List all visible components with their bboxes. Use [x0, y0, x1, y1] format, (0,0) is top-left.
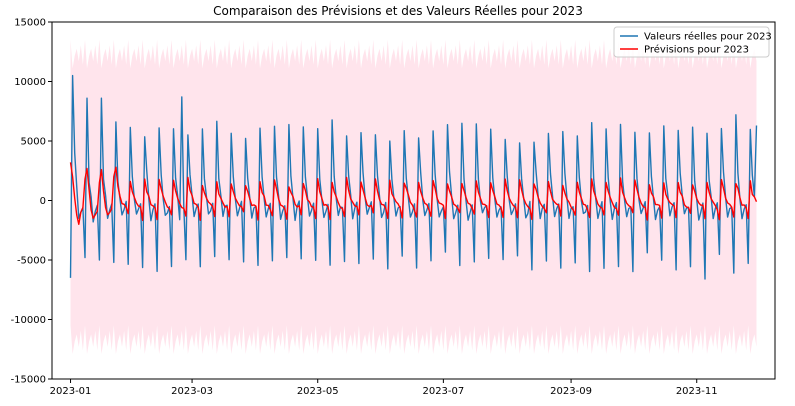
series-line-forecast — [69, 162, 758, 226]
chart-title: Comparaison des Prévisions et des Valeur… — [213, 4, 583, 18]
confidence-band — [70, 39, 757, 355]
x-tick-label: 2023-11 — [676, 386, 718, 397]
x-tick-label: 2023-01 — [50, 386, 92, 397]
y-tick-label: 0 — [40, 196, 46, 207]
series-lines-layer — [69, 74, 758, 280]
y-tick-label: -15000 — [11, 375, 46, 386]
y-tick-label: -10000 — [11, 315, 46, 326]
x-tick-label: 2023-05 — [297, 386, 339, 397]
y-tick-label: -5000 — [17, 256, 46, 267]
y-tick-label: 10000 — [14, 77, 46, 88]
x-tick-label: 2023-03 — [171, 386, 213, 397]
x-tick-label: 2023-07 — [422, 386, 464, 397]
y-tick-label: 15000 — [14, 18, 46, 29]
legend-label: Valeurs réelles pour 2023 — [644, 31, 772, 43]
confidence-band-layer — [70, 39, 757, 355]
legend-label: Prévisions pour 2023 — [644, 44, 749, 56]
x-tick-label: 2023-09 — [550, 386, 592, 397]
legend-box — [613, 26, 770, 58]
axes-layer: -15000 -10000 -5000 0 5000 10000 15000 2023-01 2… — [11, 18, 718, 398]
y-tick-label: 5000 — [21, 137, 46, 148]
